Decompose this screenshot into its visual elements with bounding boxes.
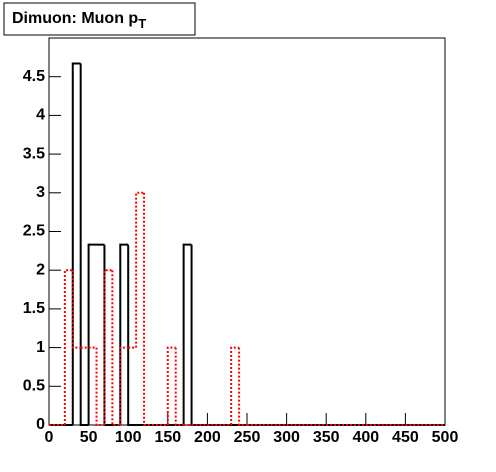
histogram-bin [166, 346, 176, 425]
histogram-bin [71, 270, 81, 349]
x-tick-label: 400 [352, 429, 379, 446]
x-tick-label: 200 [194, 429, 221, 446]
x-tick-label: 450 [392, 429, 419, 446]
y-tick-label: 2 [36, 261, 45, 278]
histogram-bin [111, 270, 121, 426]
plot-frame [48, 37, 446, 426]
x-tick-label: 0 [45, 429, 54, 446]
histogram-bin [127, 244, 137, 426]
histogram-bin [79, 63, 89, 426]
x-tick-label: 350 [313, 429, 340, 446]
x-tick-label: 500 [432, 429, 459, 446]
histogram-bin [174, 347, 184, 426]
histogram-bin [143, 192, 152, 426]
x-tick-label: 300 [273, 429, 300, 446]
title-main: Dimuon: Muon p [12, 10, 138, 27]
histogram-bin [103, 244, 113, 426]
chart-title: Dimuon: Muon pT [12, 10, 146, 31]
histogram-bin [135, 191, 145, 348]
histogram-bin [103, 269, 113, 425]
x-tick-label: 50 [80, 429, 98, 446]
y-tick-label: 0.5 [23, 378, 45, 395]
histogram-bin [87, 243, 97, 425]
histogram-bin [230, 346, 240, 425]
y-tick-label: 4.5 [23, 68, 45, 85]
histogram-bin [71, 62, 81, 425]
y-tick-label: 4 [36, 107, 45, 124]
histogram-bin [182, 243, 192, 425]
x-tick-label: 150 [154, 429, 181, 446]
y-tick-label: 1 [36, 339, 45, 356]
histogram-bin [119, 243, 129, 425]
title-subscript: T [138, 16, 146, 31]
y-tick-label: 3.5 [23, 145, 45, 162]
x-tick-label: 100 [115, 429, 142, 446]
histogram-bin [119, 346, 129, 425]
y-tick-label: 0 [36, 416, 45, 433]
y-tick-label: 3 [36, 184, 45, 201]
histogram-bin [95, 347, 105, 426]
histogram-bin [238, 347, 247, 426]
y-tick-label: 1.5 [23, 300, 45, 317]
histogram-bin [63, 269, 73, 425]
histogram-bin [190, 244, 200, 426]
title-box [3, 2, 196, 36]
x-tick-label: 250 [234, 429, 261, 446]
y-tick-label: 2.5 [23, 223, 45, 240]
